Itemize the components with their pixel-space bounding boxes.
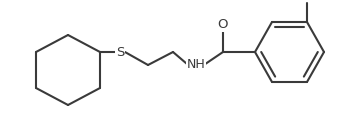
- Text: S: S: [116, 46, 124, 58]
- Text: NH: NH: [187, 58, 205, 72]
- Text: O: O: [218, 18, 228, 32]
